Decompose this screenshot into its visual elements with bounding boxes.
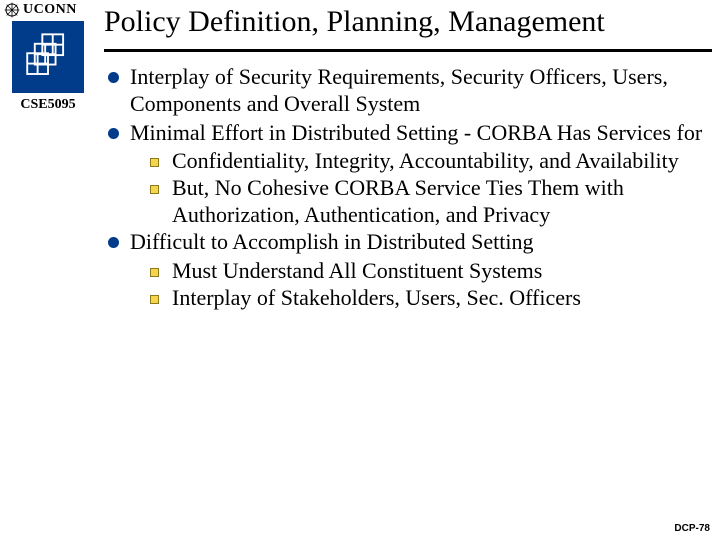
sub-bullet-text: But, No Cohesive CORBA Service Ties Them… [172,175,708,229]
square-icon [150,285,172,309]
disc-icon [108,229,130,253]
square-icon [150,148,172,172]
sub-bullet-item: Confidentiality, Integrity, Accountabili… [150,148,708,175]
sub-bullet-text: Must Understand All Constituent Systems [172,258,542,285]
bullet-text: Difficult to Accomplish in Distributed S… [130,229,534,256]
bullet-item: Minimal Effort in Distributed Setting - … [108,120,708,147]
uconn-emblem-icon [4,2,20,18]
disc-icon [108,64,130,88]
square-icon [150,175,172,199]
sidebar: UCONN CSE5095 [0,0,96,540]
slide-title: Policy Definition, Planning, Management [104,6,714,38]
bullet-text: Minimal Effort in Distributed Setting - … [130,120,702,147]
dept-block [12,21,84,93]
course-code: CSE5095 [0,97,96,113]
org-name: UCONN [23,2,77,18]
square-icon [150,258,172,282]
content-body: Interplay of Security Requirements, Secu… [108,64,708,311]
bullet-text: Interplay of Security Requirements, Secu… [130,64,708,118]
disc-icon [108,120,130,144]
sub-bullet-item: Must Understand All Constituent Systems [150,258,708,285]
slide-number: DCP-78 [674,523,710,534]
bullet-item: Interplay of Security Requirements, Secu… [108,64,708,118]
title-rule [104,49,712,52]
bullet-item: Difficult to Accomplish in Distributed S… [108,229,708,256]
sub-bullet-text: Interplay of Stakeholders, Users, Sec. O… [172,285,581,312]
dept-windows-icon [14,23,82,91]
org-logo-row: UCONN [0,0,96,18]
title-block: Policy Definition, Planning, Management [104,6,714,38]
sub-bullet-item: Interplay of Stakeholders, Users, Sec. O… [150,285,708,312]
slide: UCONN CSE5095 Policy Definition, Plannin… [0,0,720,540]
sub-bullet-item: But, No Cohesive CORBA Service Ties Them… [150,175,708,229]
sub-bullet-text: Confidentiality, Integrity, Accountabili… [172,148,679,175]
